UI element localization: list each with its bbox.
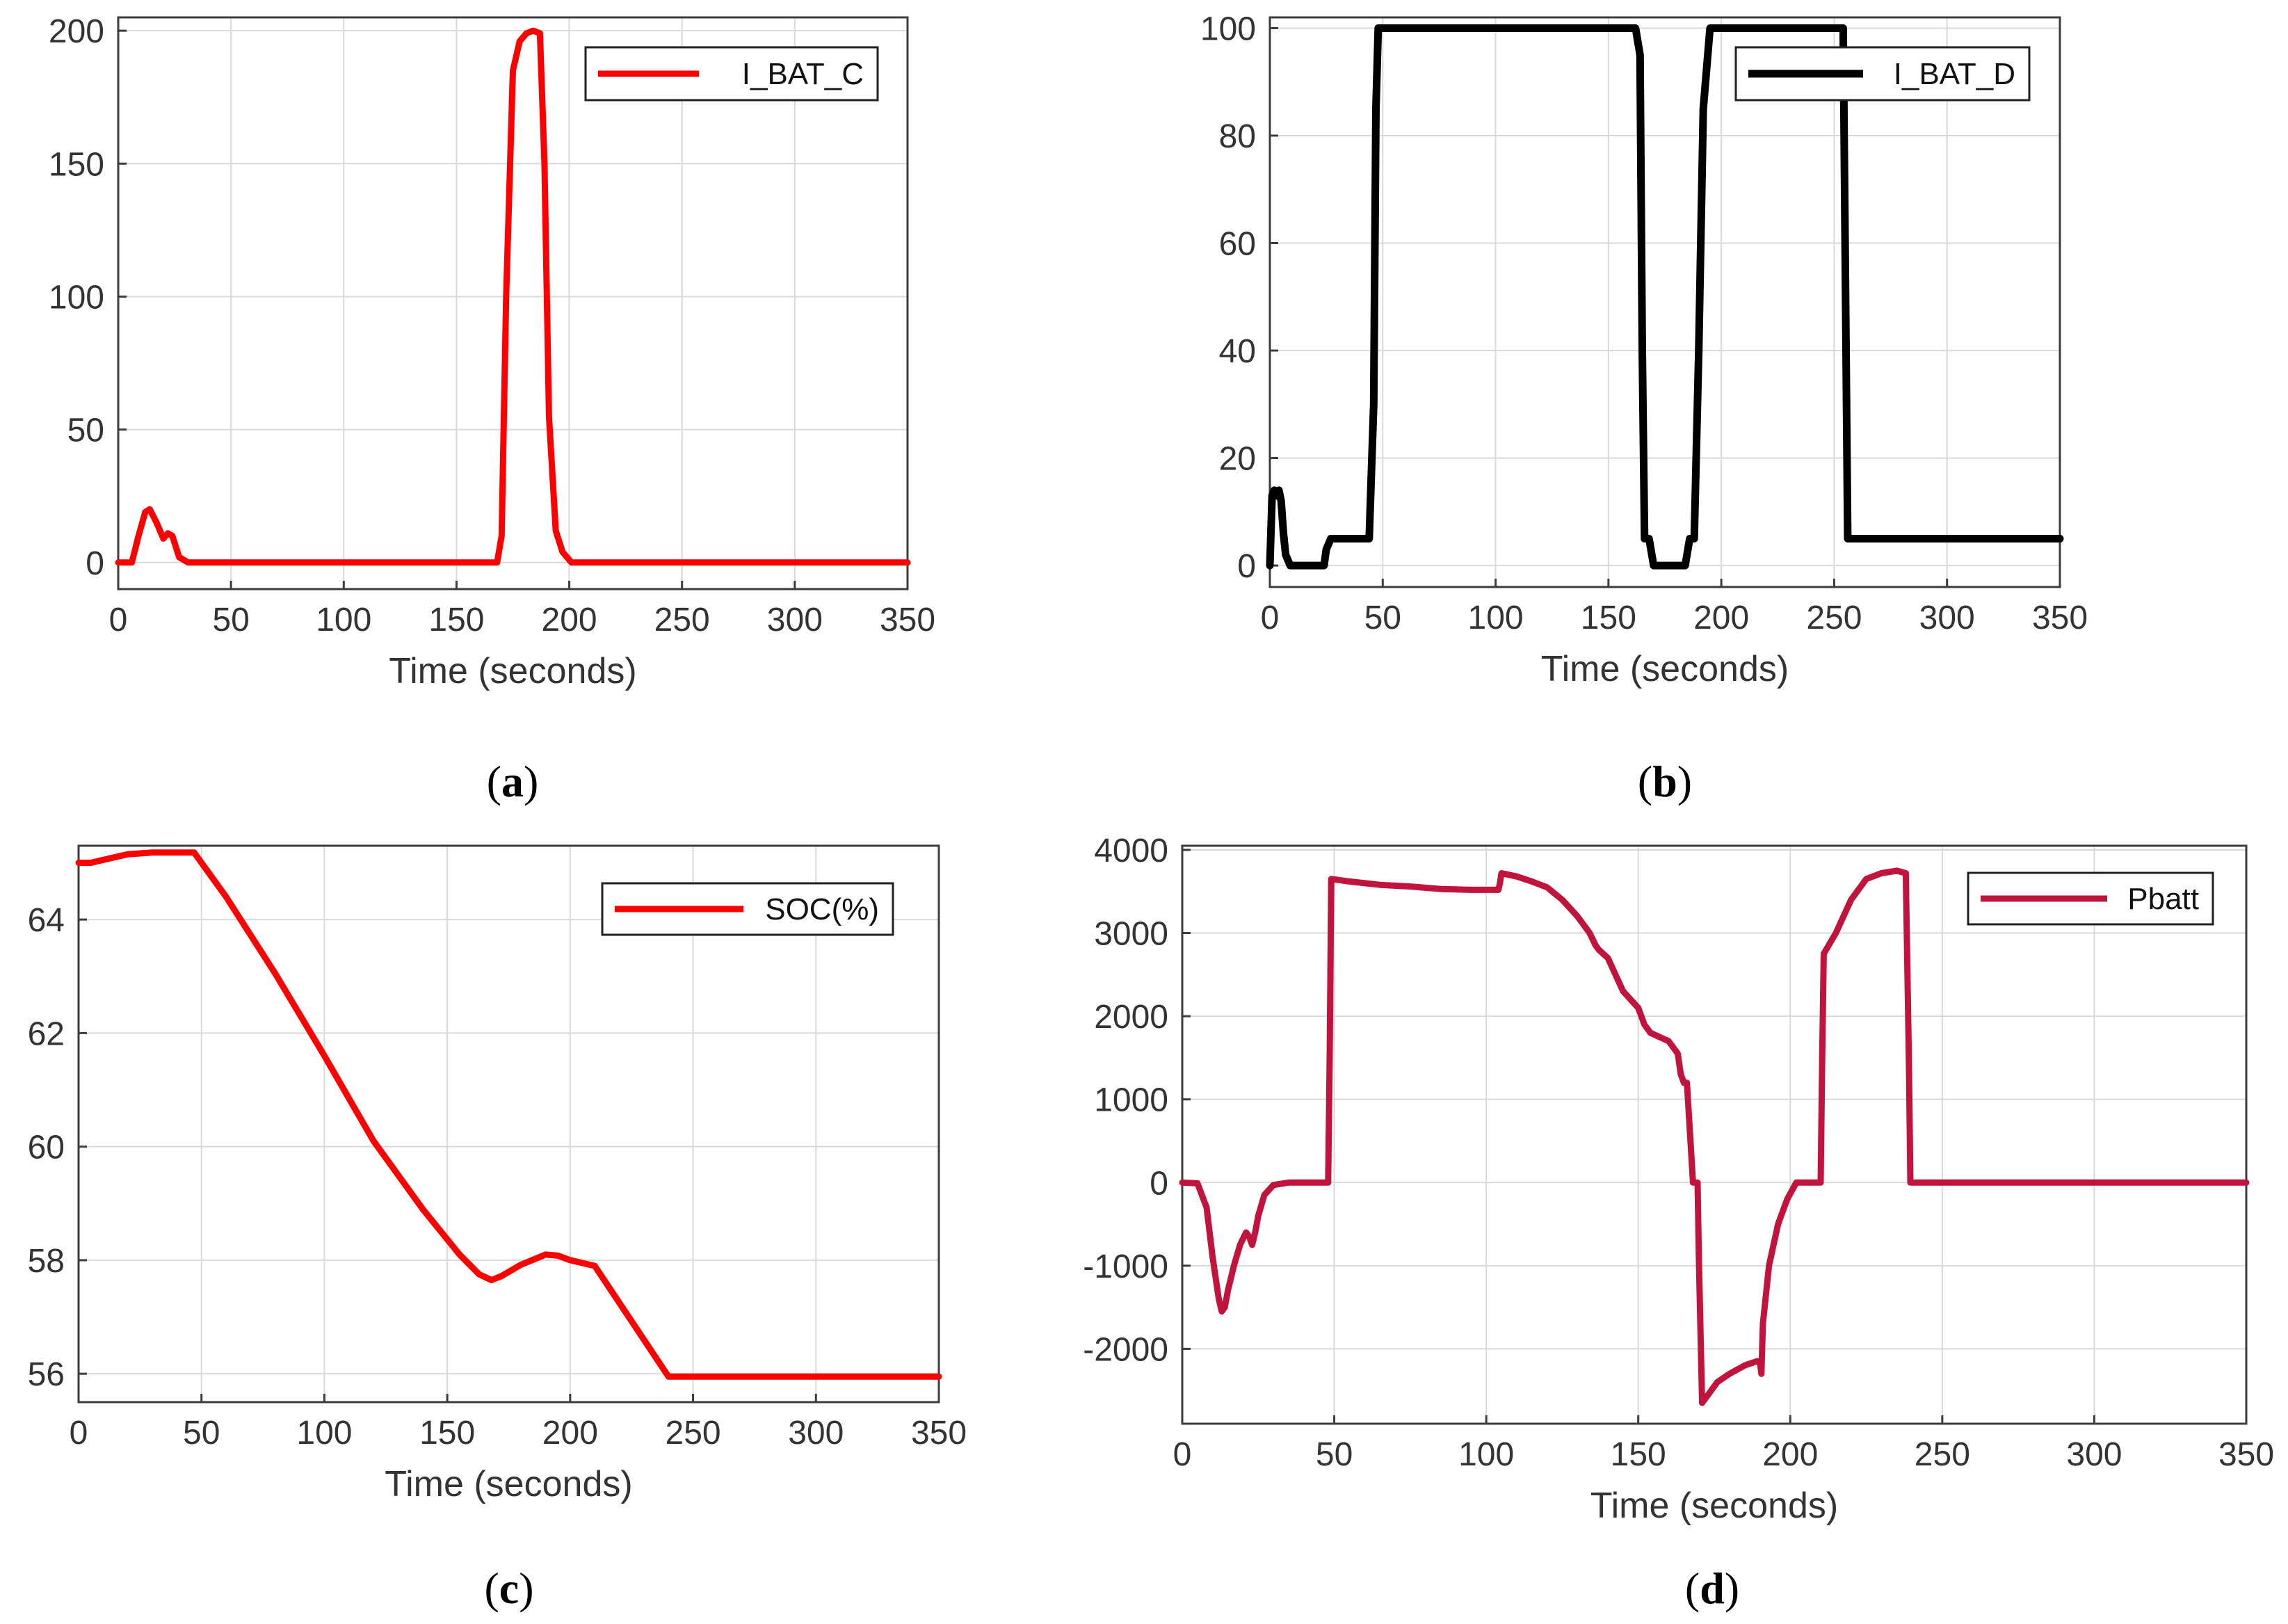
plot-border <box>1268 16 2061 588</box>
y-tick-label: 60 <box>1219 226 1256 263</box>
y-tick-label: 80 <box>1219 118 1256 155</box>
caption-open-paren: ( <box>1638 757 1652 806</box>
plot-area <box>77 844 940 1404</box>
y-tick-label: 56 <box>28 1356 65 1393</box>
y-tick-label: 100 <box>1200 10 1256 47</box>
chart-panel-a: 0 50 100 150 200 250 300 350 0 50 100 150 200 I_BAT_C… <box>49 13 935 806</box>
legend-label: Pbatt <box>2127 882 2199 916</box>
panel-caption: (a) <box>487 757 539 806</box>
x-tick-label: 100 <box>1458 1436 1514 1473</box>
y-tick-label: 58 <box>28 1243 65 1280</box>
plot-border <box>77 844 940 1404</box>
x-tick-label: 50 <box>183 1415 220 1452</box>
series-line-i-bat-d <box>1266 24 2064 570</box>
x-axis-label: Time (seconds) <box>1590 1486 1838 1526</box>
y-tick-label: 1000 <box>1094 1082 1168 1119</box>
x-tick-label: 350 <box>911 1415 967 1452</box>
x-tick-label: 250 <box>666 1415 721 1452</box>
caption-open-paren: ( <box>484 1563 499 1613</box>
x-tick-label: 150 <box>1581 600 1636 636</box>
x-tick-label: 100 <box>1468 600 1524 636</box>
x-tick-label: 300 <box>2066 1436 2122 1473</box>
panel-caption: (c) <box>484 1563 533 1613</box>
y-tick-label: 150 <box>49 146 104 183</box>
y-tick-label: 60 <box>28 1129 65 1166</box>
x-axis-label: Time (seconds) <box>389 651 636 691</box>
y-tick-label: 50 <box>67 412 104 449</box>
caption-open-paren: ( <box>1685 1563 1700 1613</box>
plot-area <box>1181 844 2248 1425</box>
x-tick-label: 0 <box>109 602 128 638</box>
x-tick-label: 0 <box>1261 600 1280 636</box>
x-tick-label: 200 <box>542 1415 598 1452</box>
x-tick-label: 300 <box>1919 600 1975 636</box>
series-line-i-bat-c <box>115 27 911 566</box>
x-tick-label: 150 <box>428 602 484 638</box>
y-tick-label: -1000 <box>1083 1248 1168 1285</box>
legend-label: I_BAT_C <box>742 57 864 91</box>
x-tick-label: 50 <box>212 602 249 638</box>
chart-panel-c: 0 50 100 150 200 250 300 350 56 58 60 62 64 SOC(%) Tim… <box>28 844 967 1613</box>
y-tick-label: 100 <box>49 279 104 316</box>
y-tick-label: 0 <box>1150 1165 1168 1202</box>
caption-close-paren: ) <box>524 757 538 806</box>
x-tick-label: 350 <box>880 602 935 638</box>
y-tick-label: 200 <box>49 13 104 50</box>
x-tick-label: 200 <box>1693 600 1749 636</box>
caption-letter: b <box>1652 757 1677 806</box>
x-tick-label: 350 <box>2218 1436 2274 1473</box>
legend-label: SOC(%) <box>765 892 879 926</box>
caption-open-paren: ( <box>487 757 501 806</box>
caption-close-paren: ) <box>1725 1563 1739 1613</box>
caption-close-paren: ) <box>1677 757 1692 806</box>
y-tick-label: -2000 <box>1083 1331 1168 1368</box>
y-tick-label: 40 <box>1219 333 1256 370</box>
plot-border <box>117 16 909 590</box>
x-tick-label: 200 <box>1762 1436 1818 1473</box>
x-tick-label: 250 <box>1806 600 1862 636</box>
x-tick-label: 150 <box>419 1415 475 1452</box>
x-tick-label: 300 <box>788 1415 844 1452</box>
y-tick-label: 0 <box>86 545 104 582</box>
y-tick-label: 64 <box>28 902 65 939</box>
y-tick-label: 2000 <box>1094 999 1168 1036</box>
x-tick-label: 100 <box>296 1415 352 1452</box>
x-tick-label: 0 <box>1173 1436 1192 1473</box>
caption-letter: d <box>1700 1563 1725 1613</box>
x-axis-label: Time (seconds) <box>1541 649 1789 689</box>
x-tick-label: 150 <box>1611 1436 1666 1473</box>
x-tick-label: 100 <box>316 602 371 638</box>
x-tick-label: 250 <box>654 602 710 638</box>
series-line-soc <box>75 849 942 1380</box>
x-tick-label: 300 <box>767 602 823 638</box>
x-tick-label: 50 <box>1364 600 1401 636</box>
x-tick-label: 50 <box>1316 1436 1353 1473</box>
plot-border <box>1181 844 2248 1425</box>
y-tick-label: 0 <box>1237 548 1256 585</box>
y-tick-label: 3000 <box>1094 916 1168 953</box>
plot-area <box>1268 16 2061 588</box>
caption-close-paren: ) <box>519 1563 533 1613</box>
x-tick-label: 350 <box>2032 600 2088 636</box>
x-tick-label: 0 <box>70 1415 88 1452</box>
y-tick-label: 20 <box>1219 441 1256 478</box>
y-tick-label: 4000 <box>1094 833 1168 869</box>
x-tick-label: 200 <box>542 602 597 638</box>
x-axis-label: Time (seconds) <box>385 1464 632 1504</box>
chart-panel-b: 0 50 100 150 200 250 300 350 0 20 40 60 80 100 I_BAT_D… <box>1200 10 2088 806</box>
panel-caption: (b) <box>1638 757 1692 806</box>
y-tick-label: 62 <box>28 1015 65 1052</box>
chart-panel-d: 0 50 100 150 200 250 300 350 -2000 -1000 0 1000 2000… <box>1083 833 2274 1613</box>
legend-label: I_BAT_D <box>1894 57 2015 91</box>
x-tick-label: 250 <box>1915 1436 1970 1473</box>
caption-letter: c <box>499 1563 519 1613</box>
panel-caption: (d) <box>1685 1563 1739 1613</box>
caption-letter: a <box>501 757 524 806</box>
series-line-pbatt <box>1179 867 2250 1406</box>
